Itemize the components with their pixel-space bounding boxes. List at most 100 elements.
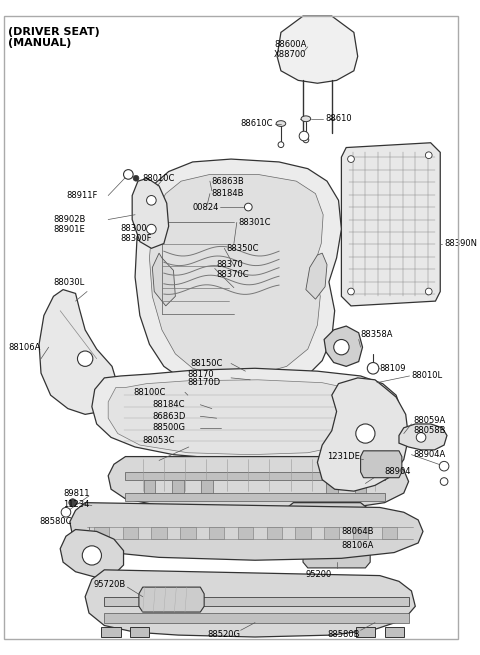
Circle shape bbox=[367, 362, 379, 374]
Polygon shape bbox=[355, 479, 366, 493]
Text: 11234: 11234 bbox=[63, 500, 89, 509]
Circle shape bbox=[440, 477, 448, 485]
Circle shape bbox=[356, 424, 375, 443]
Text: 88184C: 88184C bbox=[152, 400, 185, 409]
Text: 88610: 88610 bbox=[325, 114, 352, 123]
Circle shape bbox=[77, 351, 93, 366]
Text: 95720B: 95720B bbox=[93, 580, 125, 589]
Polygon shape bbox=[238, 527, 253, 539]
Circle shape bbox=[146, 196, 156, 205]
Circle shape bbox=[82, 546, 101, 565]
Text: 88580C: 88580C bbox=[39, 517, 72, 527]
Text: 88600A
X88700: 88600A X88700 bbox=[274, 40, 307, 59]
Text: 88902B
88901E: 88902B 88901E bbox=[53, 215, 86, 234]
Polygon shape bbox=[108, 457, 408, 510]
Circle shape bbox=[416, 432, 426, 442]
Circle shape bbox=[69, 499, 76, 506]
Text: 86863D: 86863D bbox=[152, 412, 186, 421]
Polygon shape bbox=[324, 527, 339, 539]
Text: 88109: 88109 bbox=[380, 364, 406, 373]
Circle shape bbox=[334, 339, 349, 355]
Polygon shape bbox=[172, 479, 184, 493]
Text: 88300
88300F: 88300 88300F bbox=[120, 224, 152, 244]
Circle shape bbox=[61, 508, 71, 517]
Text: 88301C: 88301C bbox=[239, 218, 271, 227]
Polygon shape bbox=[201, 479, 213, 493]
Circle shape bbox=[425, 288, 432, 295]
Polygon shape bbox=[70, 502, 423, 560]
Polygon shape bbox=[125, 472, 384, 479]
Text: 88010L: 88010L bbox=[411, 371, 443, 381]
Text: 88010C: 88010C bbox=[143, 174, 175, 183]
Polygon shape bbox=[130, 627, 149, 637]
Circle shape bbox=[244, 203, 252, 211]
Text: 88150C: 88150C bbox=[191, 359, 223, 368]
Text: 88106A: 88106A bbox=[8, 343, 41, 352]
Polygon shape bbox=[144, 479, 155, 493]
Circle shape bbox=[146, 224, 156, 234]
Circle shape bbox=[348, 156, 354, 162]
Polygon shape bbox=[384, 627, 404, 637]
Circle shape bbox=[439, 461, 449, 471]
Polygon shape bbox=[139, 587, 204, 612]
Text: 88904A: 88904A bbox=[413, 450, 445, 459]
Polygon shape bbox=[151, 527, 167, 539]
Text: (MANUAL): (MANUAL) bbox=[8, 38, 72, 48]
Polygon shape bbox=[135, 159, 341, 392]
Text: 88520G: 88520G bbox=[207, 630, 240, 639]
Circle shape bbox=[133, 176, 139, 181]
Circle shape bbox=[123, 170, 133, 179]
Polygon shape bbox=[317, 378, 408, 491]
Text: 88030L: 88030L bbox=[53, 278, 85, 287]
Polygon shape bbox=[266, 527, 282, 539]
Text: 89811: 89811 bbox=[63, 489, 90, 498]
Polygon shape bbox=[92, 368, 402, 459]
Polygon shape bbox=[60, 529, 123, 578]
Polygon shape bbox=[277, 16, 358, 83]
Polygon shape bbox=[39, 290, 118, 415]
Text: 88370C: 88370C bbox=[216, 270, 249, 279]
Text: 88064B: 88064B bbox=[341, 527, 374, 536]
Polygon shape bbox=[94, 527, 109, 539]
Text: 88580B: 88580B bbox=[327, 630, 360, 639]
Text: 88911F: 88911F bbox=[66, 191, 97, 200]
Polygon shape bbox=[104, 613, 408, 623]
Polygon shape bbox=[360, 451, 402, 477]
Polygon shape bbox=[122, 527, 138, 539]
Text: 88358A: 88358A bbox=[360, 330, 393, 339]
Text: 88350C: 88350C bbox=[226, 244, 259, 253]
Polygon shape bbox=[399, 424, 447, 450]
Polygon shape bbox=[125, 493, 384, 500]
Polygon shape bbox=[324, 326, 362, 366]
Polygon shape bbox=[356, 627, 375, 637]
Text: 88390N: 88390N bbox=[444, 239, 477, 248]
Circle shape bbox=[303, 137, 309, 143]
Text: 88184B: 88184B bbox=[212, 189, 244, 198]
Polygon shape bbox=[295, 527, 311, 539]
Polygon shape bbox=[303, 537, 370, 568]
Circle shape bbox=[299, 131, 309, 141]
Polygon shape bbox=[341, 143, 440, 306]
Text: 88170D: 88170D bbox=[188, 378, 221, 387]
Text: 88904: 88904 bbox=[384, 468, 411, 476]
Polygon shape bbox=[152, 253, 175, 306]
Circle shape bbox=[425, 152, 432, 159]
Ellipse shape bbox=[276, 121, 286, 126]
Polygon shape bbox=[326, 479, 337, 493]
Polygon shape bbox=[104, 597, 408, 607]
Polygon shape bbox=[132, 178, 168, 248]
Text: 88500G: 88500G bbox=[152, 423, 185, 432]
Text: 95200: 95200 bbox=[306, 570, 332, 579]
Polygon shape bbox=[108, 380, 378, 455]
Polygon shape bbox=[306, 253, 327, 299]
Polygon shape bbox=[353, 527, 368, 539]
Circle shape bbox=[278, 141, 284, 147]
Text: 88100C: 88100C bbox=[133, 388, 166, 397]
Text: 88059A
88058B: 88059A 88058B bbox=[413, 417, 446, 436]
Polygon shape bbox=[382, 527, 397, 539]
Text: 88106A: 88106A bbox=[341, 541, 374, 550]
Text: 88170: 88170 bbox=[188, 369, 215, 379]
Text: 88053C: 88053C bbox=[143, 436, 175, 445]
Polygon shape bbox=[149, 174, 323, 376]
Text: 86863B: 86863B bbox=[212, 177, 245, 185]
